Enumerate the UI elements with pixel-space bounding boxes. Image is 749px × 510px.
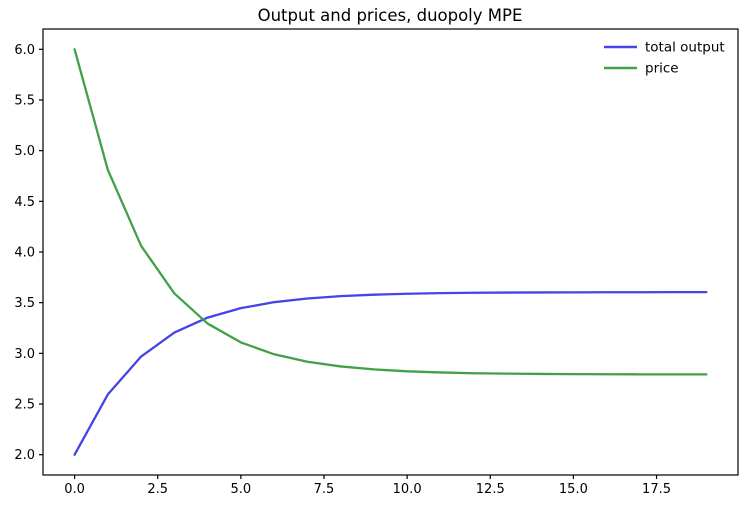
plot-border bbox=[42, 28, 739, 476]
x-tick-label: 15.0 bbox=[559, 482, 588, 497]
y-tick-label: 4.0 bbox=[14, 246, 35, 261]
x-tick-label: 12.5 bbox=[476, 482, 505, 497]
x-axis-ticks: 0.0 2.5 5.0 7.5 10.0 12.5 15.0 17.5 bbox=[64, 475, 671, 497]
chart-title: Output and prices, duopoly MPE bbox=[258, 6, 523, 25]
x-tick-label: 17.5 bbox=[642, 482, 671, 497]
x-tick-label: 10.0 bbox=[393, 482, 422, 497]
x-tick-label: 7.5 bbox=[314, 482, 335, 497]
y-tick-label: 3.5 bbox=[14, 296, 35, 311]
x-tick-label: 5.0 bbox=[231, 482, 252, 497]
y-tick-label: 5.5 bbox=[14, 93, 35, 108]
y-tick-label: 4.5 bbox=[14, 195, 35, 210]
legend: total output price bbox=[604, 40, 725, 77]
series-line-price bbox=[73, 48, 708, 376]
y-axis-ticks: 2.0 2.5 3.0 3.5 4.0 4.5 5.0 5.5 6.0 bbox=[14, 43, 43, 463]
y-tick-label: 5.0 bbox=[14, 144, 35, 159]
x-tick-label: 2.5 bbox=[147, 482, 168, 497]
plot-lines bbox=[73, 48, 708, 456]
x-tick-label: 0.0 bbox=[64, 482, 85, 497]
y-tick-label: 2.0 bbox=[14, 448, 35, 463]
legend-label: price bbox=[645, 61, 679, 77]
legend-label: total output bbox=[645, 40, 725, 56]
series-line-total-output bbox=[73, 290, 708, 456]
y-tick-label: 2.5 bbox=[14, 398, 35, 413]
y-tick-label: 3.0 bbox=[14, 347, 35, 362]
y-tick-label: 6.0 bbox=[14, 43, 35, 58]
